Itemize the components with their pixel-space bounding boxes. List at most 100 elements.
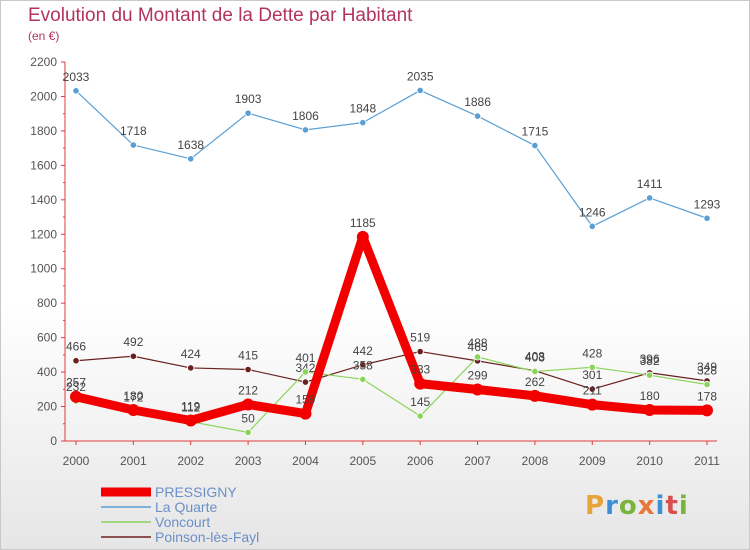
x-tick-label: 2005 bbox=[349, 454, 376, 468]
data-label: 1185 bbox=[350, 216, 376, 230]
data-point bbox=[416, 412, 424, 420]
x-tick-label: 2000 bbox=[63, 454, 90, 468]
legend-label-poinson-les-fayl: Poinson-lès-Fayl bbox=[155, 529, 260, 545]
data-label: 1411 bbox=[637, 177, 663, 191]
data-label: 1718 bbox=[120, 124, 147, 138]
data-label: 428 bbox=[582, 346, 602, 360]
data-label: 466 bbox=[66, 340, 86, 354]
logo-letter: P bbox=[585, 491, 606, 521]
data-label: 299 bbox=[468, 368, 488, 382]
data-point bbox=[531, 367, 539, 376]
y-tick-label: 1000 bbox=[30, 262, 57, 276]
data-point bbox=[129, 141, 137, 149]
data-point bbox=[588, 363, 596, 371]
x-tick-label: 2002 bbox=[177, 454, 204, 468]
series-line bbox=[75, 89, 708, 227]
legend-label-voncourt: Voncourt bbox=[155, 514, 211, 530]
data-label: 2033 bbox=[63, 70, 90, 84]
x-tick-label: 2006 bbox=[407, 454, 434, 468]
data-label: 211 bbox=[583, 384, 602, 398]
data-label: 333 bbox=[410, 363, 430, 377]
series-line bbox=[75, 350, 708, 390]
data-point bbox=[356, 230, 369, 243]
data-point bbox=[473, 353, 482, 361]
data-point bbox=[72, 357, 80, 365]
data-point bbox=[301, 126, 310, 134]
data-point bbox=[646, 194, 654, 202]
data-point bbox=[244, 428, 252, 436]
legend-label-la-quarte: La Quarte bbox=[155, 499, 218, 515]
data-point bbox=[703, 214, 711, 222]
data-label: 396 bbox=[640, 352, 660, 366]
y-tick-label: 200 bbox=[37, 400, 57, 414]
data-label: 1293 bbox=[694, 197, 721, 211]
data-point bbox=[588, 222, 596, 230]
x-tick-label: 2004 bbox=[292, 454, 319, 468]
data-label: 180 bbox=[123, 389, 143, 403]
logo-letter: t bbox=[665, 491, 679, 521]
data-label: 172 bbox=[123, 390, 143, 404]
data-point bbox=[471, 383, 484, 396]
data-label: 401 bbox=[295, 351, 315, 365]
data-point bbox=[528, 389, 541, 402]
data-label: 408 bbox=[525, 350, 545, 364]
data-point bbox=[242, 398, 255, 411]
data-point bbox=[127, 403, 140, 416]
data-label: 349 bbox=[697, 360, 717, 374]
data-point bbox=[359, 375, 367, 383]
logo-letter: x bbox=[637, 491, 656, 521]
y-tick-label: 600 bbox=[37, 331, 57, 345]
data-label: 2035 bbox=[407, 69, 434, 83]
data-label: 159 bbox=[295, 393, 315, 407]
data-label: 465 bbox=[468, 340, 488, 354]
data-point bbox=[416, 347, 424, 356]
data-label: 301 bbox=[582, 368, 602, 382]
data-point bbox=[244, 365, 252, 374]
data-point bbox=[414, 377, 427, 390]
y-tick-label: 2000 bbox=[30, 89, 57, 103]
data-label: 415 bbox=[238, 349, 258, 363]
data-point bbox=[184, 414, 197, 427]
logo-letter: i bbox=[655, 491, 666, 521]
legend-swatch-voncourt bbox=[101, 521, 151, 523]
data-label: 178 bbox=[697, 389, 717, 403]
data-point bbox=[643, 403, 656, 416]
chart-title: Evolution du Montant de la Dette par Hab… bbox=[28, 5, 413, 26]
data-point bbox=[531, 141, 539, 150]
data-label: 257 bbox=[66, 376, 86, 390]
data-point bbox=[299, 407, 312, 420]
y-tick-label: 0 bbox=[50, 434, 57, 448]
data-label: 492 bbox=[123, 335, 143, 349]
y-tick-label: 400 bbox=[37, 365, 57, 379]
data-label: 358 bbox=[353, 358, 373, 372]
data-label: 212 bbox=[238, 383, 258, 397]
data-label: 145 bbox=[410, 395, 430, 409]
data-point bbox=[703, 380, 711, 389]
data-label: 403 bbox=[525, 351, 545, 365]
y-tick-label: 800 bbox=[37, 296, 57, 310]
legend-swatch-pressigny bbox=[101, 487, 151, 497]
y-tick-label: 1600 bbox=[30, 158, 57, 172]
data-label: 1715 bbox=[522, 125, 549, 139]
x-tick-label: 2010 bbox=[636, 454, 663, 468]
data-label: 180 bbox=[640, 389, 660, 403]
data-point bbox=[359, 361, 367, 369]
data-point bbox=[301, 368, 310, 376]
y-tick-label: 2200 bbox=[30, 55, 57, 69]
data-label: 112 bbox=[181, 401, 200, 415]
data-label: 519 bbox=[410, 331, 430, 345]
data-point bbox=[701, 404, 713, 417]
data-label: 232 bbox=[66, 380, 86, 394]
data-label: 1848 bbox=[349, 102, 376, 116]
x-tick-label: 2007 bbox=[464, 454, 491, 468]
legend-swatch-la-quarte bbox=[101, 506, 151, 508]
data-label: 262 bbox=[525, 375, 545, 389]
data-label: 328 bbox=[697, 363, 717, 377]
data-label: 1246 bbox=[579, 205, 606, 219]
logo-letter: o bbox=[618, 491, 638, 521]
data-point bbox=[473, 112, 482, 120]
data-point bbox=[244, 109, 252, 117]
data-label: 342 bbox=[295, 361, 315, 375]
